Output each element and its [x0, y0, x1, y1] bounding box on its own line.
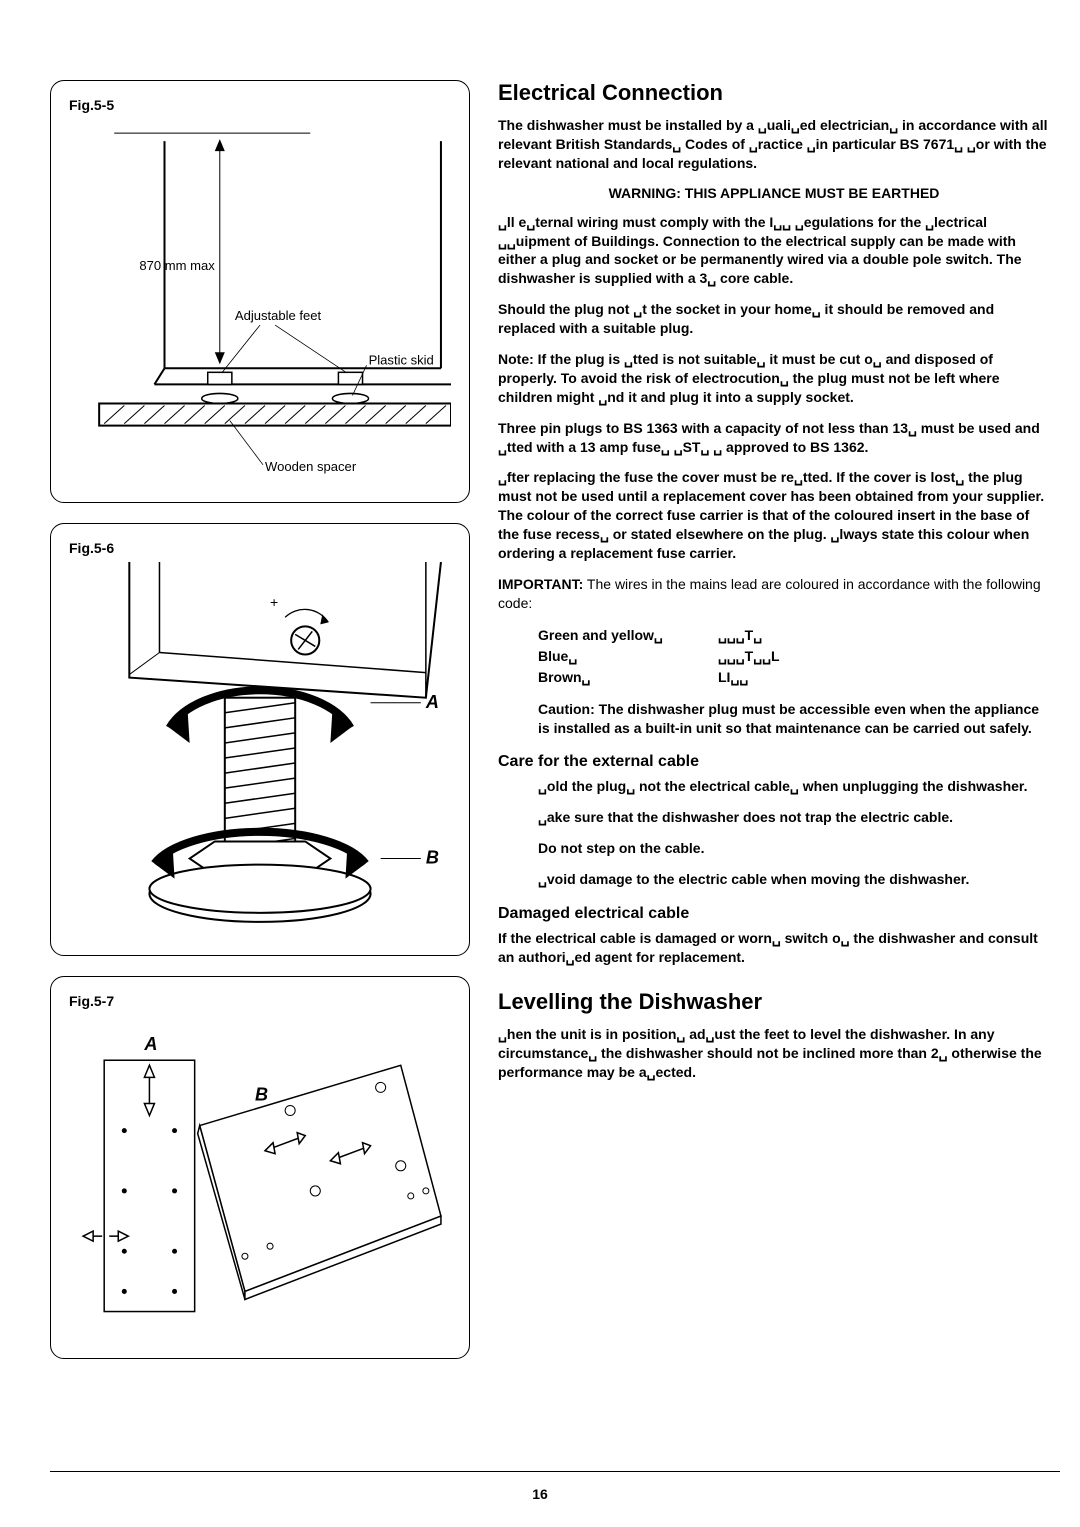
svg-text:+: +	[270, 594, 278, 610]
care-1: ␣old the plug␣ not the electrical cable␣…	[538, 777, 1050, 796]
fig56-svg: +	[69, 562, 451, 934]
wire-brown: Brown␣	[538, 667, 718, 688]
para-note: Note: If the plug is ␣tted is not suitab…	[498, 350, 1050, 407]
figure-5-7: Fig.5-7	[50, 976, 470, 1359]
care-3: Do not step on the cable.	[538, 839, 1050, 858]
heading-levelling: Levelling the Dishwasher	[498, 989, 1050, 1015]
para-fuse: ␣fter replacing the fuse the cover must …	[498, 468, 1050, 562]
important-prefix: IMPORTANT:	[498, 576, 583, 592]
para-threepin: Three pin plugs to BS 1363 with a capaci…	[498, 419, 1050, 457]
para-wiring: ␣ll e␣ternal wiring must comply with the…	[498, 213, 1050, 289]
figure-5-6: Fig.5-6 +	[50, 523, 470, 956]
level-1: ␣hen the unit is in position␣ ad␣ust the…	[498, 1025, 1050, 1082]
wire-live: LI␣␣	[718, 667, 790, 688]
heading-care: Care for the external cable	[498, 753, 1050, 771]
fig56-a: A	[425, 692, 439, 712]
heading-electrical: Electrical Connection	[498, 80, 1050, 106]
care-2: ␣ake sure that the dishwasher does not t…	[538, 808, 1050, 827]
para-important: IMPORTANT: The wires in the mains lead a…	[498, 575, 1050, 613]
fig57-b: B	[255, 1084, 268, 1104]
fig55-svg: 870 mm max Adjustable feet	[69, 119, 451, 481]
note-prefix: Note:	[498, 351, 534, 367]
wire-code-table: Green and yellow␣␣␣␣T␣ Blue␣␣␣␣T␣␣L Brow…	[538, 625, 790, 688]
fig57-a: A	[143, 1034, 157, 1054]
page-number: 16	[0, 1486, 1080, 1502]
care-4: ␣void damage to the electric cable when …	[538, 870, 1050, 889]
fig55-label: Fig.5-5	[69, 97, 451, 113]
fig56-b: B	[426, 847, 439, 867]
fig55-plastic: Plastic skid	[369, 352, 434, 367]
fig55-wooden: Wooden spacer	[265, 459, 357, 474]
fig57-label: Fig.5-7	[69, 993, 451, 1009]
fig55-adjustable: Adjustable feet	[235, 308, 322, 323]
note-body: If the plug is ␣tted is not suitable␣ it…	[498, 351, 1000, 405]
para-plug: Should the plug not ␣t the socket in you…	[498, 300, 1050, 338]
fig56-label: Fig.5-6	[69, 540, 451, 556]
para-install: The dishwasher must be installed by a ␣u…	[498, 116, 1050, 173]
wire-blue: Blue␣	[538, 646, 718, 667]
wire-neutral: ␣␣␣T␣␣L	[718, 646, 790, 667]
fig55-dim: 870 mm max	[139, 258, 215, 273]
wire-earth: ␣␣␣T␣	[718, 625, 790, 646]
fig57-svg: A B	[69, 1015, 451, 1337]
warning-earthed: WARNING: THIS APPLIANCE MUST BE EARTHED	[498, 185, 1050, 201]
damaged-1: If the electrical cable is damaged or wo…	[498, 929, 1050, 967]
para-caution: Caution: The dishwasher plug must be acc…	[538, 700, 1050, 738]
heading-damaged: Damaged electrical cable	[498, 905, 1050, 923]
footer-rule	[50, 1471, 1060, 1472]
wire-gy: Green and yellow␣	[538, 625, 718, 646]
figure-5-5: Fig.5-5 870 mm max Adjustable feet	[50, 80, 470, 503]
